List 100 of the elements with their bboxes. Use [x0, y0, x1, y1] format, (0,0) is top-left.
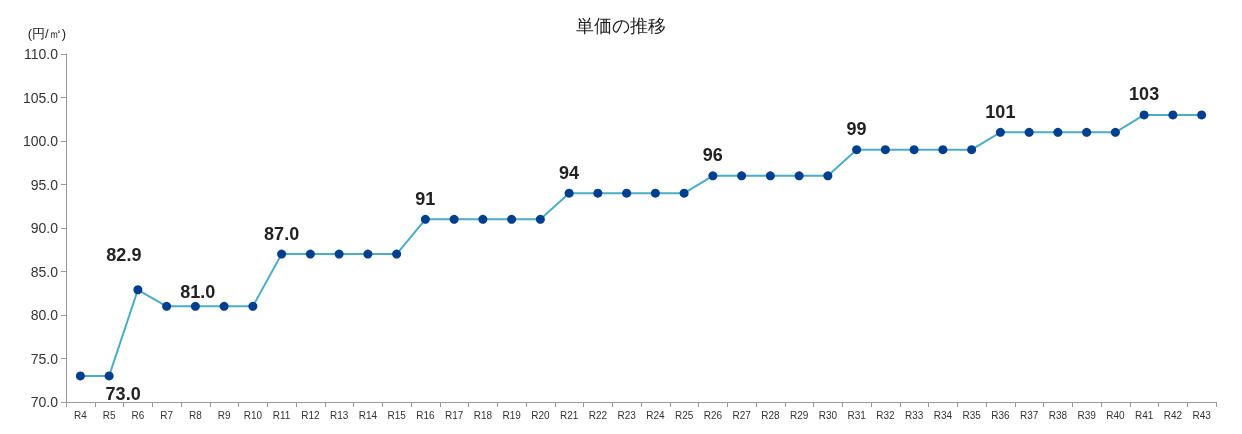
x-tick-label: R41	[1134, 409, 1154, 421]
x-tick-label: R17	[444, 409, 464, 421]
point	[133, 285, 143, 295]
x-tick-label: R40	[1106, 409, 1125, 421]
x-tick-label: R27	[732, 409, 752, 421]
point	[1110, 127, 1120, 137]
x-tick-label: R29	[789, 409, 809, 421]
x-tick-label: R32	[876, 409, 895, 421]
point	[420, 214, 430, 224]
x-tick-label: R28	[761, 409, 780, 421]
point	[967, 145, 977, 155]
point	[1082, 127, 1092, 137]
data-label: 94	[559, 162, 580, 183]
point	[363, 249, 373, 259]
x-tick-label: R25	[674, 409, 694, 421]
point	[334, 249, 344, 259]
x-tick-label: R7	[160, 409, 174, 421]
x-tick-label: R30	[818, 409, 838, 421]
x-tick-label: R5	[102, 409, 116, 421]
point	[794, 171, 804, 181]
x-tick-label: R34	[933, 409, 953, 421]
point	[219, 301, 229, 311]
y-tick-label: 110.0	[24, 46, 59, 62]
data-label: 101	[985, 101, 1016, 122]
x-tick-label: R11	[272, 409, 291, 421]
point	[650, 188, 660, 198]
y-tick-label: 75.0	[30, 350, 59, 367]
x-tick-label: R8	[188, 409, 203, 421]
point	[564, 188, 574, 198]
x-tick-label: R31	[847, 409, 867, 421]
x-tick-label: R24	[646, 409, 665, 421]
point	[823, 171, 833, 181]
point	[679, 188, 689, 198]
point	[737, 171, 747, 181]
point	[104, 371, 114, 381]
x-tick-label: R13	[329, 409, 349, 421]
y-tick-label: 95.0	[30, 176, 59, 193]
point	[765, 171, 775, 181]
x-tick-label: R23	[617, 409, 637, 421]
data-label: 87.0	[264, 223, 300, 244]
x-tick-label: R16	[416, 409, 435, 421]
point	[190, 301, 200, 311]
point	[1053, 127, 1063, 137]
data-label: 91	[415, 188, 436, 209]
point	[248, 301, 258, 311]
point	[449, 214, 459, 224]
x-tick-label: R18	[473, 409, 493, 421]
point	[1024, 127, 1034, 137]
x-tick-label: R36	[991, 409, 1010, 421]
x-tick-label: R12	[301, 409, 320, 421]
y-axis-title: (円/㎡)	[27, 26, 66, 41]
x-tick-label: R9	[217, 409, 231, 421]
data-label: 96	[702, 145, 723, 166]
y-tick-label: 90.0	[30, 220, 59, 236]
x-tick-label: R39	[1077, 409, 1097, 421]
x-tick-label: R26	[703, 409, 723, 421]
data-label: 73.0	[105, 384, 141, 405]
data-label: 99	[846, 119, 867, 140]
y-tick-label: 80.0	[30, 307, 59, 323]
point	[622, 188, 632, 198]
x-tick-label: R20	[531, 409, 550, 421]
point	[909, 145, 919, 155]
y-tick-label: 85.0	[30, 263, 59, 280]
x-tick-label: R4	[73, 409, 88, 421]
point	[593, 188, 603, 198]
y-tick-label: 100.0	[22, 133, 59, 149]
point	[708, 171, 718, 181]
x-tick-label: R19	[502, 409, 522, 421]
x-tick-label: R43	[1192, 409, 1212, 421]
x-tick-label: R22	[588, 409, 608, 421]
data-label: 82.9	[106, 245, 142, 266]
point	[162, 301, 172, 311]
x-tick-label: R14	[358, 409, 378, 421]
point	[852, 145, 862, 155]
y-tick-label: 70.0	[30, 394, 59, 410]
point	[938, 145, 948, 155]
point	[277, 249, 287, 259]
x-tick-label: R37	[1019, 409, 1039, 421]
x-tick-label: R33	[904, 409, 924, 421]
data-label: 81.0	[180, 282, 216, 303]
point	[1168, 110, 1178, 120]
point	[75, 371, 85, 381]
point	[1197, 110, 1207, 120]
x-tick-label: R35	[962, 409, 982, 421]
point	[507, 214, 517, 224]
chart-title: 単価の推移	[576, 16, 666, 36]
point	[478, 214, 488, 224]
x-tick-label: R38	[1048, 409, 1068, 421]
data-label: 103	[1129, 84, 1160, 105]
point	[305, 249, 315, 259]
point	[535, 214, 545, 224]
point	[995, 127, 1005, 137]
point	[392, 249, 402, 259]
x-tick-label: R6	[131, 409, 145, 421]
x-tick-label: R15	[387, 409, 407, 421]
y-tick-label: 105.0	[22, 89, 59, 106]
point	[880, 145, 890, 155]
x-tick-label: R42	[1163, 409, 1183, 421]
x-tick-label: R21	[559, 409, 579, 421]
point	[1139, 110, 1149, 120]
